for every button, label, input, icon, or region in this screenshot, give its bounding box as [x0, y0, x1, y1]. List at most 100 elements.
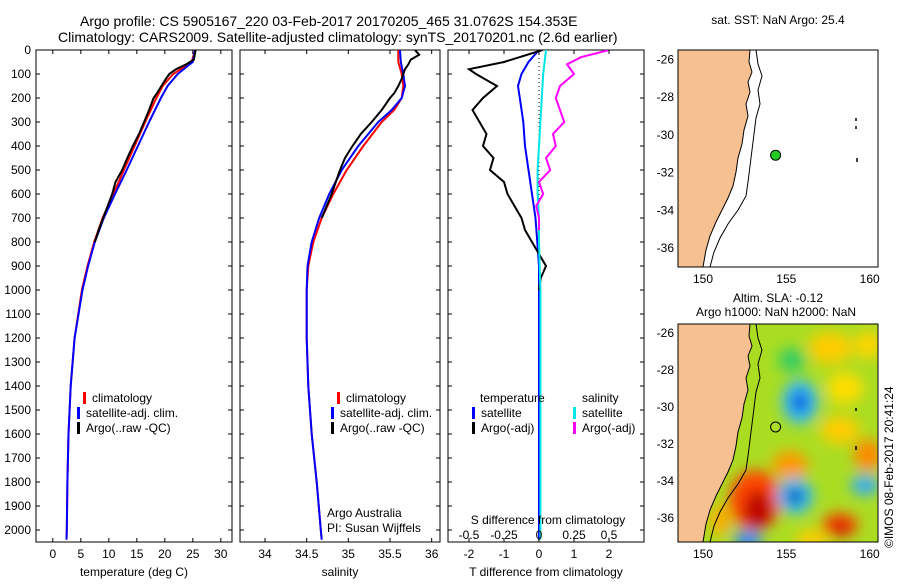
legend-label-temp-argo: Argo(-adj) [481, 421, 534, 435]
shelf-contour [709, 324, 763, 542]
salinity-series-group [305, 50, 421, 540]
depth-tick-label: 300 [11, 115, 31, 129]
sla-map [678, 324, 878, 542]
salinity-plot [305, 50, 421, 540]
x-tick-label: 15 [130, 547, 144, 561]
depth-tick-label: 2000 [4, 523, 31, 537]
imos-watermark: ©IMOS 08-Feb-2017 20:41:24 [882, 386, 896, 548]
salinity-diff-tick-label: 0.25 [562, 528, 586, 542]
sla-map-title1: Altim. SLA: -0.12 [733, 291, 823, 305]
depth-tick-label: 1800 [4, 475, 31, 489]
depth-tick-label: 700 [11, 211, 31, 225]
temperature-plot [65, 50, 197, 540]
legend-label-temp-satellite: satellite [481, 406, 522, 420]
legend-swatch-argo [331, 422, 334, 434]
difference-series-group [466, 50, 610, 542]
credit-line1: Argo Australia [327, 506, 402, 520]
depth-tick-label: 1600 [4, 427, 31, 441]
x-tick-label: 34 [258, 547, 272, 561]
difference-xlabel: T difference from climatology [469, 565, 623, 579]
depth-tick-label: 400 [11, 139, 31, 153]
legend-label-climatology: climatology [92, 391, 152, 405]
depth-tick-label: 600 [11, 187, 31, 201]
legend-swatch-satellite [331, 407, 334, 419]
x-tick-label: 20 [158, 547, 172, 561]
x-tick-label: 25 [186, 547, 200, 561]
legend-swatch-temp-satellite [472, 407, 475, 419]
lat-tick-label: -34 [657, 474, 675, 488]
x-tick-label: -2 [464, 547, 475, 561]
legend-label-climatology: climatology [346, 391, 406, 405]
land-australia [678, 324, 753, 542]
salinity-legend: climatology satellite-adj. clim. Argo(..… [331, 391, 432, 435]
legend-label-sal-argo: Argo(-adj) [582, 421, 635, 435]
legend-swatch-temp-argo [472, 422, 475, 434]
x-tick-label: 0 [49, 547, 56, 561]
lat-tick-label: -34 [657, 203, 675, 217]
legend-swatch-sal-argo [573, 422, 576, 434]
temperature-line-argo-raw-qc- [93, 50, 197, 243]
depth-tick-label: 1400 [4, 379, 31, 393]
header-line2: Climatology: CARS2009. Satellite-adjuste… [58, 29, 618, 45]
salinity-diff-tick-label: -0.5 [459, 528, 480, 542]
sla-map-title2: Argo h1000: NaN h2000: NaN [696, 305, 856, 319]
salinity-axes [239, 49, 441, 543]
lon-tick-label: 150 [693, 547, 713, 561]
axis-ticks: 0100200300400500600700800900100011001200… [4, 43, 880, 561]
legend-label-satellite: satellite-adj. clim. [340, 406, 432, 420]
depth-tick-label: 1500 [4, 403, 31, 417]
temperature-axes [35, 49, 233, 543]
legend-label-satellite: satellite-adj. clim. [86, 406, 178, 420]
sst-map [678, 50, 878, 267]
depth-tick-label: 900 [11, 259, 31, 273]
difference-line-salinity-argo-adj- [535, 50, 610, 230]
legend-label-sal-satellite: satellite [582, 406, 623, 420]
depth-tick-label: 1300 [4, 355, 31, 369]
depth-tick-label: 1200 [4, 331, 31, 345]
depth-tick-label: 1000 [4, 283, 31, 297]
island [855, 118, 858, 162]
lon-tick-label: 160 [860, 547, 880, 561]
lat-tick-label: -28 [657, 363, 675, 377]
header-line1: Argo profile: CS 5905167_220 03-Feb-2017… [80, 13, 577, 29]
depth-tick-label: 100 [11, 67, 31, 81]
x-tick-label: 2 [606, 547, 613, 561]
temperature-series-group [65, 50, 197, 540]
x-tick-label: 10 [102, 547, 116, 561]
lon-tick-label: 155 [776, 547, 796, 561]
x-tick-label: -1 [499, 547, 510, 561]
lat-tick-label: -30 [657, 400, 675, 414]
depth-tick-label: 1100 [5, 307, 31, 321]
lat-tick-label: -26 [657, 52, 675, 66]
legend-swatch-argo [77, 422, 80, 434]
salinity-line-argo-raw-qc- [320, 50, 421, 219]
salinity-line-satellite-adj-clim- [305, 50, 407, 540]
x-tick-label: 34.5 [295, 547, 319, 561]
credit-line2: PI: Susan Wijffels [327, 521, 421, 535]
legend-label-argo: Argo(..raw -QC) [340, 421, 425, 435]
argo-position-marker [770, 421, 782, 433]
legend-title-temperature: temperature [480, 391, 545, 405]
x-tick-label: 30 [214, 547, 228, 561]
lat-tick-label: -26 [657, 326, 675, 340]
depth-tick-label: 500 [11, 163, 31, 177]
difference-xlabel-top: S difference from climatology [471, 513, 626, 527]
legend-swatch-sal-satellite [573, 407, 576, 419]
lat-tick-label: -28 [657, 90, 675, 104]
depth-tick-label: 200 [11, 91, 31, 105]
x-tick-label: 36 [425, 547, 439, 561]
salinity-diff-tick-label: -0.25 [490, 528, 518, 542]
lat-tick-label: -36 [657, 241, 675, 255]
legend-swatch-satellite [77, 407, 80, 419]
lon-tick-label: 155 [776, 272, 796, 286]
depth-tick-label: 1700 [4, 451, 31, 465]
salinity-diff-tick-label: 0 [536, 528, 543, 542]
land-australia [678, 50, 753, 267]
temperature-xlabel: temperature (deg C) [80, 565, 188, 579]
x-tick-label: 1 [571, 547, 578, 561]
legend-swatch-climatology [337, 392, 340, 404]
argo-position-marker [770, 149, 782, 161]
salinity-diff-tick-label: 0.5 [601, 528, 618, 542]
